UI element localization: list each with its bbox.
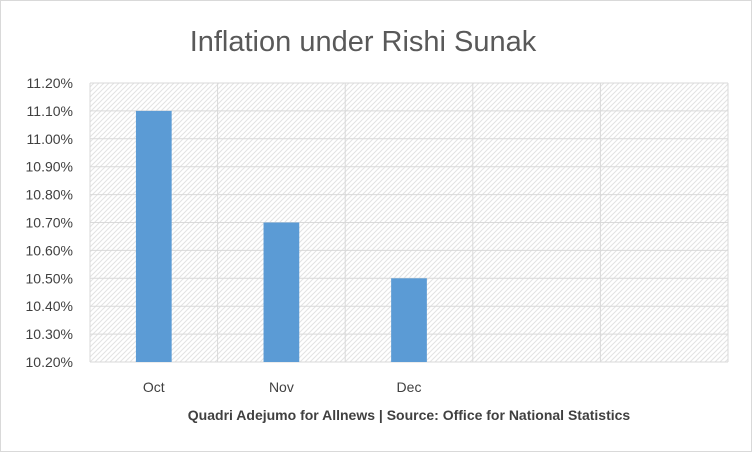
- y-tick-label: 10.90%: [26, 159, 73, 175]
- bar-dec: [391, 278, 427, 362]
- x-tick-label-dec: Dec: [397, 379, 422, 395]
- y-tick-label: 10.40%: [26, 298, 73, 314]
- y-tick-label: 10.20%: [26, 354, 73, 370]
- y-tick-label: 10.80%: [26, 187, 73, 203]
- bars: [135, 110, 427, 363]
- y-tick-label: 10.50%: [26, 270, 73, 286]
- x-axis-ticks: Oct Nov Dec: [143, 379, 422, 395]
- y-axis-ticks: 10.20% 10.30% 10.40% 10.50% 10.60% 10.70% 10.8…: [26, 75, 73, 370]
- y-tick-label: 11.10%: [27, 103, 73, 119]
- y-tick-label: 11.20%: [27, 75, 73, 91]
- y-tick-label: 10.70%: [26, 215, 73, 231]
- y-tick-label: 10.60%: [26, 242, 73, 258]
- chart-title: Inflation under Rishi Sunak: [190, 26, 537, 58]
- x-tick-label-oct: Oct: [143, 379, 165, 395]
- bar-nov: [263, 222, 300, 362]
- bar-oct: [135, 110, 172, 363]
- x-tick-label-nov: Nov: [269, 379, 294, 395]
- y-tick-label: 10.30%: [26, 326, 73, 342]
- y-tick-label: 11.00%: [27, 131, 73, 147]
- x-axis-label: Quadri Adejumo for Allnews | Source: Off…: [188, 407, 631, 423]
